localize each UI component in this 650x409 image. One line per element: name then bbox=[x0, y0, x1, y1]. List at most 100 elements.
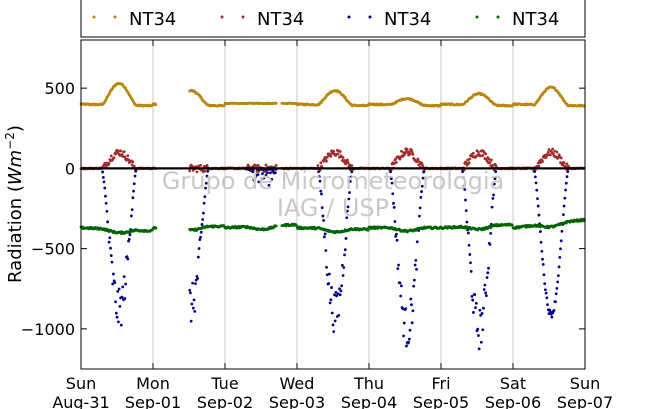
data-point bbox=[339, 289, 343, 293]
data-point bbox=[477, 347, 481, 351]
legend-entry: NT34 bbox=[384, 9, 431, 30]
data-point bbox=[421, 165, 425, 168]
watermark-line-1: Grupo de Micrometeorologia bbox=[162, 167, 504, 195]
data-point bbox=[414, 258, 418, 262]
data-point bbox=[461, 176, 465, 180]
data-point bbox=[468, 253, 472, 256]
data-point bbox=[538, 230, 542, 233]
data-point bbox=[541, 257, 544, 261]
data-point bbox=[108, 236, 112, 240]
data-point bbox=[154, 103, 158, 107]
data-point bbox=[340, 263, 344, 267]
data-point bbox=[115, 315, 119, 319]
data-point bbox=[541, 160, 544, 163]
data-point bbox=[253, 176, 257, 179]
data-point bbox=[541, 263, 545, 266]
data-point bbox=[490, 158, 493, 162]
data-point bbox=[472, 151, 475, 155]
x-tick-label-date: Sep-07 bbox=[557, 393, 613, 409]
data-point bbox=[204, 181, 208, 185]
data-point bbox=[469, 261, 472, 265]
data-point bbox=[262, 176, 266, 180]
data-point bbox=[325, 155, 329, 159]
data-point bbox=[417, 163, 421, 167]
watermark-line-2: IAG / USP bbox=[277, 194, 389, 222]
data-point bbox=[126, 257, 130, 261]
data-point bbox=[336, 152, 340, 156]
data-point bbox=[104, 163, 107, 167]
data-point bbox=[317, 170, 320, 174]
data-point bbox=[335, 294, 338, 298]
data-point bbox=[104, 194, 107, 198]
data-point bbox=[328, 301, 332, 305]
data-point bbox=[319, 189, 323, 193]
data-point bbox=[559, 156, 563, 160]
data-point bbox=[546, 150, 550, 154]
data-point bbox=[552, 308, 556, 312]
data-point bbox=[544, 291, 548, 295]
data-point bbox=[405, 344, 408, 348]
data-point bbox=[348, 191, 351, 194]
data-point bbox=[534, 181, 538, 185]
data-point bbox=[322, 159, 326, 163]
series-0 bbox=[79, 81, 586, 108]
data-point bbox=[316, 164, 320, 167]
data-point bbox=[117, 320, 120, 324]
data-point bbox=[191, 281, 195, 285]
data-point bbox=[329, 298, 333, 302]
data-point bbox=[395, 238, 399, 242]
data-point bbox=[131, 196, 135, 200]
data-point bbox=[400, 284, 403, 288]
data-point bbox=[559, 247, 562, 251]
x-tick-label-date: Sep-06 bbox=[485, 393, 541, 409]
data-point bbox=[126, 154, 130, 158]
data-point bbox=[332, 330, 336, 333]
data-point bbox=[109, 254, 113, 257]
data-point bbox=[389, 177, 393, 181]
data-point bbox=[253, 163, 257, 167]
data-point bbox=[536, 197, 539, 201]
data-point bbox=[199, 235, 202, 239]
data-point bbox=[343, 248, 347, 252]
data-point bbox=[473, 293, 477, 297]
data-point bbox=[408, 328, 412, 332]
data-point bbox=[261, 172, 264, 176]
data-point bbox=[413, 263, 417, 267]
data-point bbox=[222, 104, 226, 108]
data-point bbox=[257, 169, 261, 173]
data-point bbox=[544, 156, 548, 159]
data-point bbox=[366, 228, 370, 232]
data-point bbox=[392, 162, 396, 165]
data-point bbox=[123, 155, 127, 159]
data-point bbox=[474, 306, 477, 310]
data-point bbox=[329, 154, 333, 158]
data-point bbox=[194, 282, 197, 286]
data-point bbox=[118, 305, 122, 308]
legend-marker bbox=[496, 15, 500, 19]
data-point bbox=[462, 184, 466, 188]
data-point bbox=[397, 263, 400, 267]
data-point bbox=[317, 175, 321, 178]
data-point bbox=[408, 152, 412, 156]
data-point bbox=[104, 201, 108, 205]
data-point bbox=[490, 205, 494, 209]
data-point bbox=[132, 165, 136, 168]
data-point bbox=[533, 175, 537, 179]
data-point bbox=[488, 160, 492, 164]
data-point bbox=[125, 255, 129, 259]
data-point bbox=[402, 321, 406, 325]
data-point bbox=[491, 197, 495, 200]
watermark: Grupo de Micrometeorologia IAG / USP bbox=[162, 167, 504, 222]
legend-marker bbox=[113, 15, 117, 19]
data-point bbox=[350, 164, 354, 167]
data-point bbox=[267, 183, 271, 187]
x-tick-label-date: Sep-03 bbox=[269, 393, 325, 409]
data-point bbox=[189, 319, 193, 323]
data-point bbox=[392, 201, 395, 205]
data-point bbox=[464, 198, 467, 202]
data-point bbox=[404, 307, 408, 311]
data-point bbox=[247, 164, 251, 168]
data-point bbox=[557, 265, 561, 269]
data-point bbox=[539, 240, 543, 244]
data-point bbox=[556, 280, 560, 284]
